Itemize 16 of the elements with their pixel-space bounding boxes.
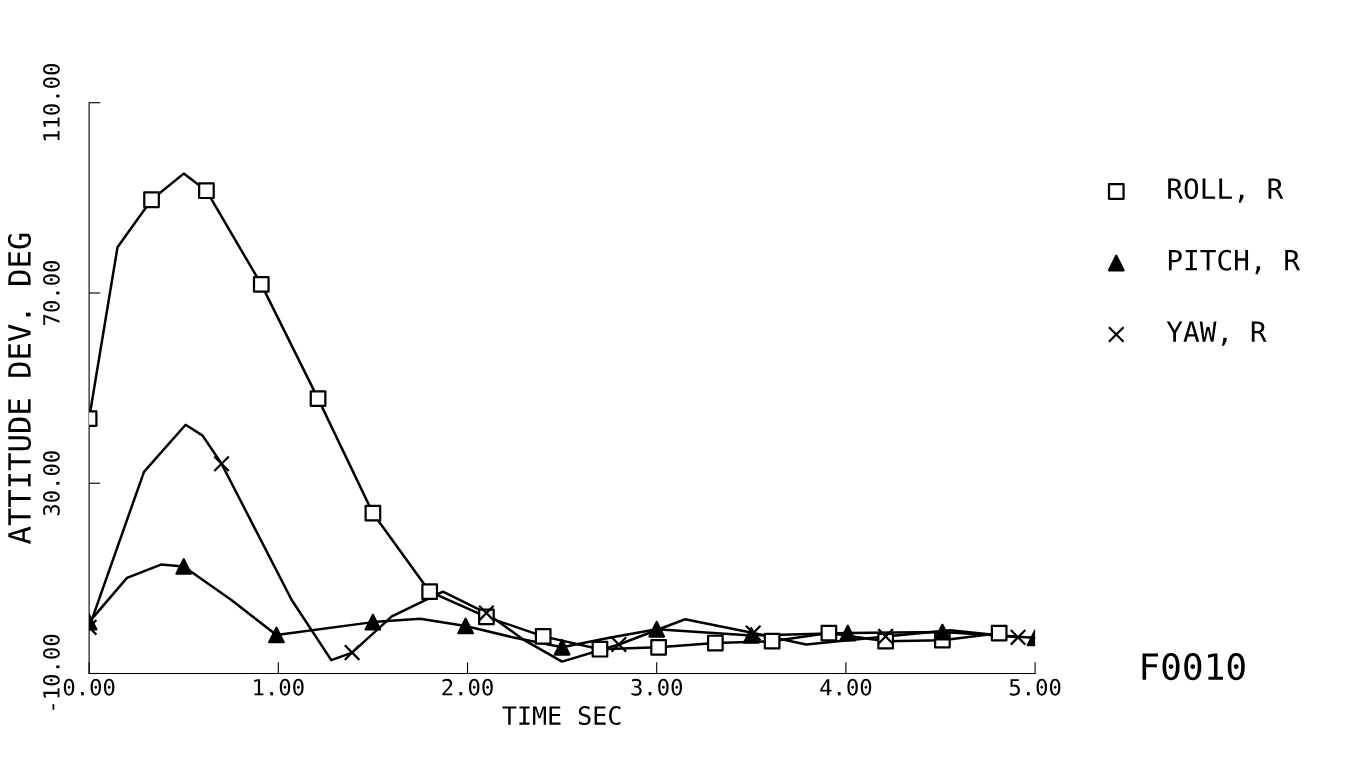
x-tick-label: 5.00 xyxy=(1009,678,1061,696)
x-axis-title: TIME SEC xyxy=(502,706,621,726)
y-tick-label: 110.00 xyxy=(43,64,60,141)
x-tick-label: 0.00 xyxy=(63,678,115,696)
x-tick-label: 4.00 xyxy=(820,678,872,696)
legend-label: YAW, R xyxy=(1166,321,1267,346)
x-tick-label: 2.00 xyxy=(442,678,493,696)
y-tick-label: -10.00 xyxy=(43,634,60,710)
y-tick-label: 70.00 xyxy=(43,260,60,325)
legend-label: PITCH, R xyxy=(1168,249,1301,275)
x-tick-label: 3.00 xyxy=(631,678,683,696)
y-tick-label: 30.00 xyxy=(43,451,60,516)
x-tick-label: 1.00 xyxy=(254,678,304,696)
text: F0010 xyxy=(1142,652,1245,681)
legend-label: ROLL, R xyxy=(1168,178,1284,203)
y-axis-title: ATTITUDE DEV. DEG xyxy=(7,233,32,544)
